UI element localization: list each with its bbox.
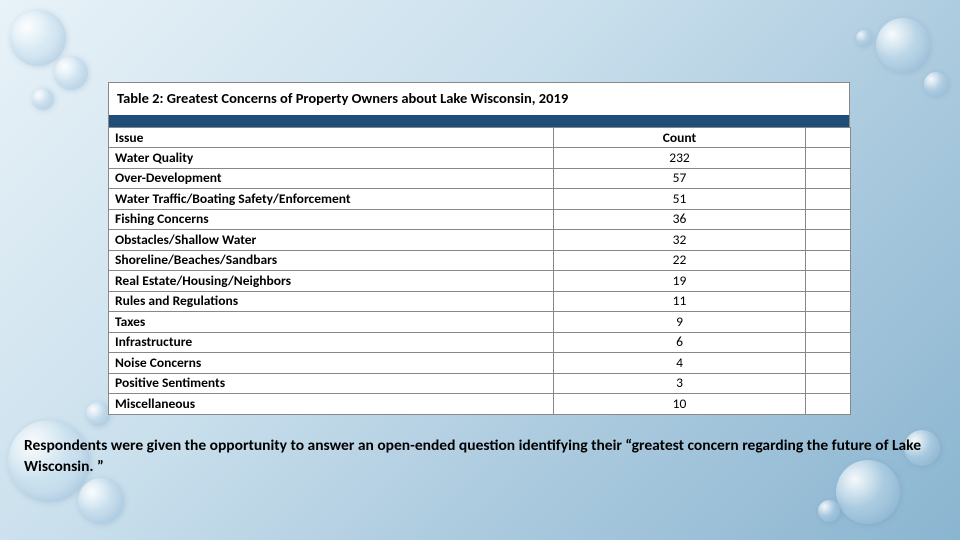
cell-count: 9 bbox=[554, 312, 806, 332]
cell-stub bbox=[806, 209, 851, 229]
cell-issue: Obstacles/Shallow Water bbox=[109, 230, 554, 250]
table-row: Shoreline/Beaches/Sandbars 22 bbox=[109, 250, 851, 270]
cell-count: 6 bbox=[554, 332, 806, 352]
cell-stub bbox=[806, 394, 851, 414]
cell-issue: Taxes bbox=[109, 312, 554, 332]
concerns-table: Issue Count Water Quality 232 Over-Devel… bbox=[108, 127, 851, 415]
cell-count: 36 bbox=[554, 209, 806, 229]
cell-count: 51 bbox=[554, 189, 806, 209]
bubble-decoration bbox=[10, 10, 66, 66]
cell-stub bbox=[806, 230, 851, 250]
table-row: Rules and Regulations 11 bbox=[109, 291, 851, 311]
cell-issue: Shoreline/Beaches/Sandbars bbox=[109, 250, 554, 270]
cell-stub bbox=[806, 250, 851, 270]
bubble-decoration bbox=[32, 88, 54, 110]
cell-stub bbox=[806, 271, 851, 291]
table-title-accent-bar bbox=[108, 115, 850, 127]
bubble-decoration bbox=[78, 478, 124, 524]
table-header-row: Issue Count bbox=[109, 128, 851, 148]
cell-issue: Rules and Regulations bbox=[109, 291, 554, 311]
table-row: Obstacles/Shallow Water 32 bbox=[109, 230, 851, 250]
cell-count: 3 bbox=[554, 373, 806, 393]
table-caption: Respondents were given the opportunity t… bbox=[24, 436, 936, 478]
cell-issue: Positive Sentiments bbox=[109, 373, 554, 393]
cell-stub bbox=[806, 353, 851, 373]
table-row: Over-Development 57 bbox=[109, 168, 851, 188]
cell-count: 57 bbox=[554, 168, 806, 188]
table-row: Fishing Concerns 36 bbox=[109, 209, 851, 229]
table-row: Taxes 9 bbox=[109, 312, 851, 332]
cell-stub bbox=[806, 148, 851, 168]
table-row: Miscellaneous 10 bbox=[109, 394, 851, 414]
bubble-decoration bbox=[876, 18, 930, 72]
cell-stub bbox=[806, 189, 851, 209]
table-row: Water Traffic/Boating Safety/Enforcement… bbox=[109, 189, 851, 209]
cell-stub bbox=[806, 373, 851, 393]
table-row: Infrastructure 6 bbox=[109, 332, 851, 352]
table-title: Table 2: Greatest Concerns of Property O… bbox=[108, 82, 850, 115]
cell-issue: Infrastructure bbox=[109, 332, 554, 352]
bubble-decoration bbox=[54, 56, 88, 90]
concerns-table-container: Table 2: Greatest Concerns of Property O… bbox=[108, 82, 850, 415]
concerns-table-body: Issue Count Water Quality 232 Over-Devel… bbox=[109, 128, 851, 415]
cell-count: 19 bbox=[554, 271, 806, 291]
cell-stub bbox=[806, 332, 851, 352]
table-row: Positive Sentiments 3 bbox=[109, 373, 851, 393]
cell-stub bbox=[806, 312, 851, 332]
cell-count: 4 bbox=[554, 353, 806, 373]
cell-stub bbox=[806, 168, 851, 188]
cell-issue: Miscellaneous bbox=[109, 394, 554, 414]
table-row: Noise Concerns 4 bbox=[109, 353, 851, 373]
cell-count: 232 bbox=[554, 148, 806, 168]
bubble-decoration bbox=[818, 500, 840, 522]
column-header-count: Count bbox=[554, 128, 806, 148]
cell-stub bbox=[806, 291, 851, 311]
cell-issue: Noise Concerns bbox=[109, 353, 554, 373]
bubble-decoration bbox=[924, 72, 948, 96]
cell-issue: Fishing Concerns bbox=[109, 209, 554, 229]
column-header-issue: Issue bbox=[109, 128, 554, 148]
cell-count: 22 bbox=[554, 250, 806, 270]
cell-issue: Over-Development bbox=[109, 168, 554, 188]
table-row: Real Estate/Housing/Neighbors 19 bbox=[109, 271, 851, 291]
bubble-decoration bbox=[86, 402, 110, 426]
cell-issue: Water Quality bbox=[109, 148, 554, 168]
column-stub bbox=[806, 128, 851, 148]
table-row: Water Quality 232 bbox=[109, 148, 851, 168]
cell-issue: Real Estate/Housing/Neighbors bbox=[109, 271, 554, 291]
bubble-decoration bbox=[856, 30, 872, 46]
cell-count: 32 bbox=[554, 230, 806, 250]
cell-issue: Water Traffic/Boating Safety/Enforcement bbox=[109, 189, 554, 209]
cell-count: 11 bbox=[554, 291, 806, 311]
cell-count: 10 bbox=[554, 394, 806, 414]
